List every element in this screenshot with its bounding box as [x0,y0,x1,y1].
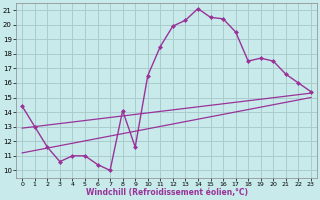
X-axis label: Windchill (Refroidissement éolien,°C): Windchill (Refroidissement éolien,°C) [85,188,248,197]
